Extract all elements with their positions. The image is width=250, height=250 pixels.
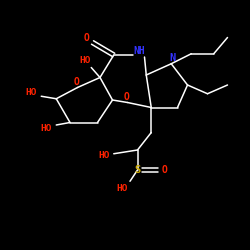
- Text: N: N: [170, 53, 175, 63]
- Text: O: O: [161, 165, 167, 175]
- Text: HO: HO: [26, 88, 37, 97]
- Text: O: O: [73, 77, 79, 87]
- Text: HO: HO: [79, 56, 91, 65]
- Text: NH: NH: [133, 46, 144, 56]
- Text: S: S: [134, 165, 140, 175]
- Text: HO: HO: [116, 184, 128, 193]
- Text: HO: HO: [40, 124, 52, 133]
- Text: O: O: [123, 92, 129, 102]
- Text: HO: HO: [99, 150, 110, 160]
- Text: O: O: [83, 33, 89, 43]
